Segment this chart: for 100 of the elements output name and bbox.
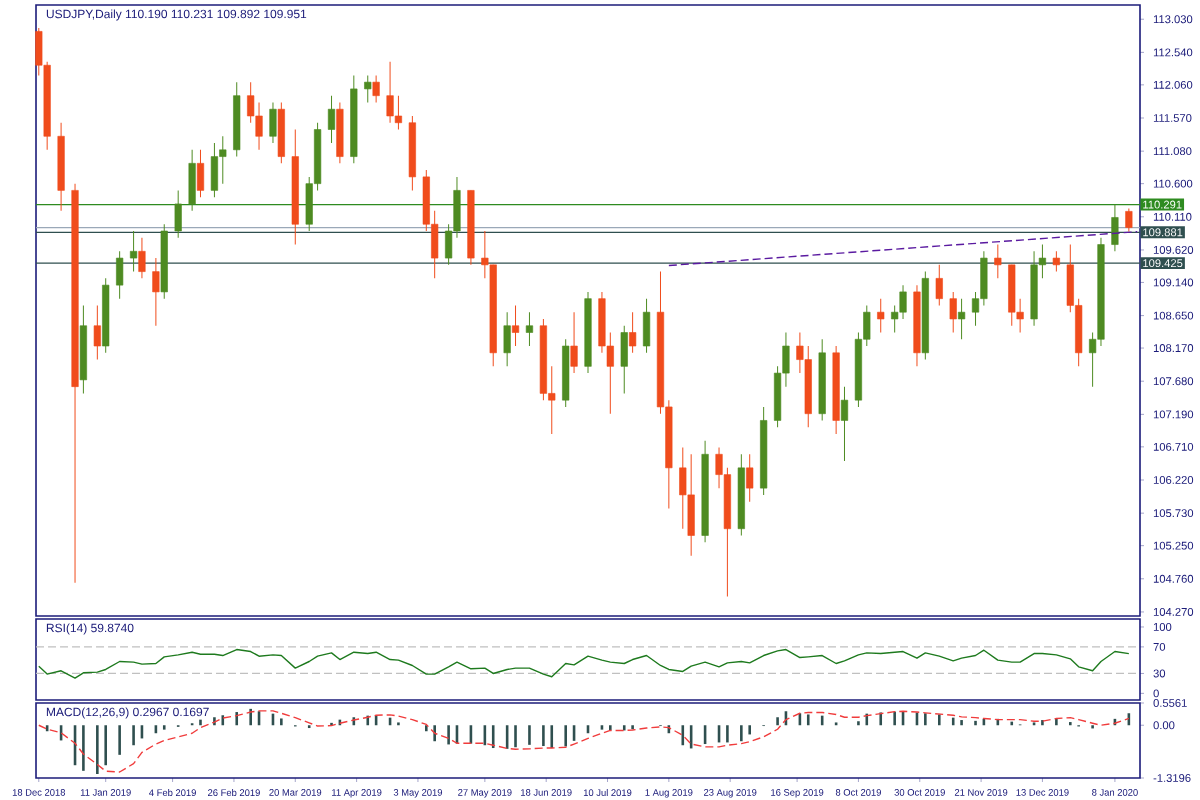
x-tick-label: 8 Jan 2020 xyxy=(1092,789,1138,796)
chart-title: MACD(12,26,9) 0.2967 0.1697 xyxy=(46,707,209,719)
x-tick-label: 18 Jun 2019 xyxy=(521,789,572,796)
bar xyxy=(622,725,626,731)
y-tick-label: 0.5561 xyxy=(1153,699,1187,707)
candlestick xyxy=(152,257,160,327)
y-tick-label: 104.270 xyxy=(1153,608,1194,616)
bar xyxy=(1069,722,1072,726)
y-tick-label: 104.760 xyxy=(1153,574,1194,583)
candlestick xyxy=(570,311,578,374)
candlestick xyxy=(372,74,380,103)
y-tick-label: -1.3196 xyxy=(1153,774,1191,782)
chart-title: RSI(14) 59.8740 xyxy=(46,623,134,635)
bar xyxy=(528,725,531,745)
y-tick-label: 70 xyxy=(1153,642,1166,651)
x-tick-label: 3 May 2019 xyxy=(393,789,443,798)
bar xyxy=(776,717,779,726)
x-tick-label: 11 Apr 2019 xyxy=(332,789,382,798)
chart-title: USDJPY,Daily 110.190 110.231 109.892 109.951 xyxy=(46,9,307,21)
candlestick xyxy=(511,304,520,347)
candlestick xyxy=(877,298,885,333)
bar xyxy=(249,708,252,726)
candlestick xyxy=(949,291,957,333)
bar xyxy=(491,725,495,749)
bar xyxy=(600,725,604,730)
bar xyxy=(118,725,121,755)
candlestick xyxy=(629,311,637,354)
bar xyxy=(514,725,517,748)
y-tick-label: 106.220 xyxy=(1153,476,1194,484)
bar xyxy=(330,722,333,726)
bar xyxy=(132,725,135,746)
x-tick-label: 20 Mar 2019 xyxy=(269,789,322,796)
y-tick-label: 105.250 xyxy=(1153,541,1194,550)
x-tick-label: 1 Aug 2019 xyxy=(645,789,693,798)
bar xyxy=(893,711,896,726)
candlestick xyxy=(525,311,534,347)
bar xyxy=(162,725,166,730)
y-tick-label: 100 xyxy=(1153,623,1172,631)
x-tick-label: 26 Feb 2019 xyxy=(208,789,260,796)
bar xyxy=(924,713,927,726)
bar xyxy=(221,715,225,726)
bar xyxy=(199,719,202,726)
y-tick-label: 112.540 xyxy=(1153,48,1193,57)
y-tick-label: 110.600 xyxy=(1153,179,1193,188)
x-tick-label: 8 Oct 2019 xyxy=(835,789,881,796)
bar xyxy=(681,725,685,746)
candlestick xyxy=(840,386,849,462)
y-tick-label: 109.620 xyxy=(1153,246,1194,254)
candlestick xyxy=(1125,208,1133,233)
bar xyxy=(974,720,977,726)
x-tick-label: 11 Jan 2019 xyxy=(80,789,131,796)
y-tick-label: 105.730 xyxy=(1153,509,1194,518)
y-tick-label: 0.00 xyxy=(1153,721,1175,730)
ref-line-label: 109.881 xyxy=(1143,228,1183,237)
candlestick xyxy=(994,244,1002,279)
candlestick xyxy=(93,304,101,361)
bar xyxy=(307,725,311,729)
x-tick-label: 4 Feb 2019 xyxy=(149,789,196,796)
candlestick xyxy=(1052,250,1060,273)
candlestick xyxy=(138,237,146,279)
candlestick xyxy=(957,298,966,340)
bar xyxy=(1091,725,1094,729)
x-tick-label: 16 Sep 2019 xyxy=(771,789,824,798)
ref-line-label: 109.425 xyxy=(1143,259,1183,268)
y-tick-label: 0 xyxy=(1153,689,1159,698)
candlestick xyxy=(327,95,336,144)
x-tick-label: 27 May 2019 xyxy=(458,789,512,798)
bar xyxy=(564,725,567,747)
y-tick-label: 108.650 xyxy=(1153,311,1194,320)
bar xyxy=(740,725,743,742)
candlestick xyxy=(364,74,372,103)
y-tick-label: 110.110 xyxy=(1153,212,1192,221)
candlestick xyxy=(130,230,138,273)
bar xyxy=(1010,721,1014,726)
bar xyxy=(96,725,99,775)
y-tick-label: 107.680 xyxy=(1153,377,1194,386)
candlestick xyxy=(935,264,943,306)
bar xyxy=(806,714,810,726)
y-tick-label: 111.570 xyxy=(1153,114,1192,122)
bar xyxy=(550,725,554,749)
bar xyxy=(542,725,545,747)
bar xyxy=(631,725,634,730)
bar xyxy=(104,725,108,766)
bar xyxy=(937,714,941,726)
bar xyxy=(235,712,239,726)
bar xyxy=(726,725,729,743)
line-series xyxy=(38,648,1130,679)
y-tick-label: 107.190 xyxy=(1153,410,1194,419)
x-tick-label: 30 Oct 2019 xyxy=(894,789,945,796)
x-tick-label: 13 Dec 2019 xyxy=(1016,789,1069,796)
ref-line-label: 110.291 xyxy=(1143,200,1182,209)
bar xyxy=(397,722,400,726)
y-tick-label: 106.710 xyxy=(1153,442,1194,451)
bar xyxy=(82,725,85,771)
y-tick-label: 112.060 xyxy=(1153,80,1193,89)
x-tick-label: 10 Jul 2019 xyxy=(583,789,632,796)
y-tick-label: 111.080 xyxy=(1153,147,1192,156)
bar xyxy=(960,720,963,726)
bar xyxy=(280,718,283,726)
y-tick-label: 108.170 xyxy=(1153,344,1194,353)
